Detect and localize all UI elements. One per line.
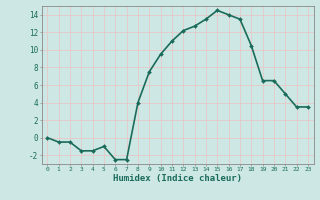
X-axis label: Humidex (Indice chaleur): Humidex (Indice chaleur) [113, 174, 242, 183]
